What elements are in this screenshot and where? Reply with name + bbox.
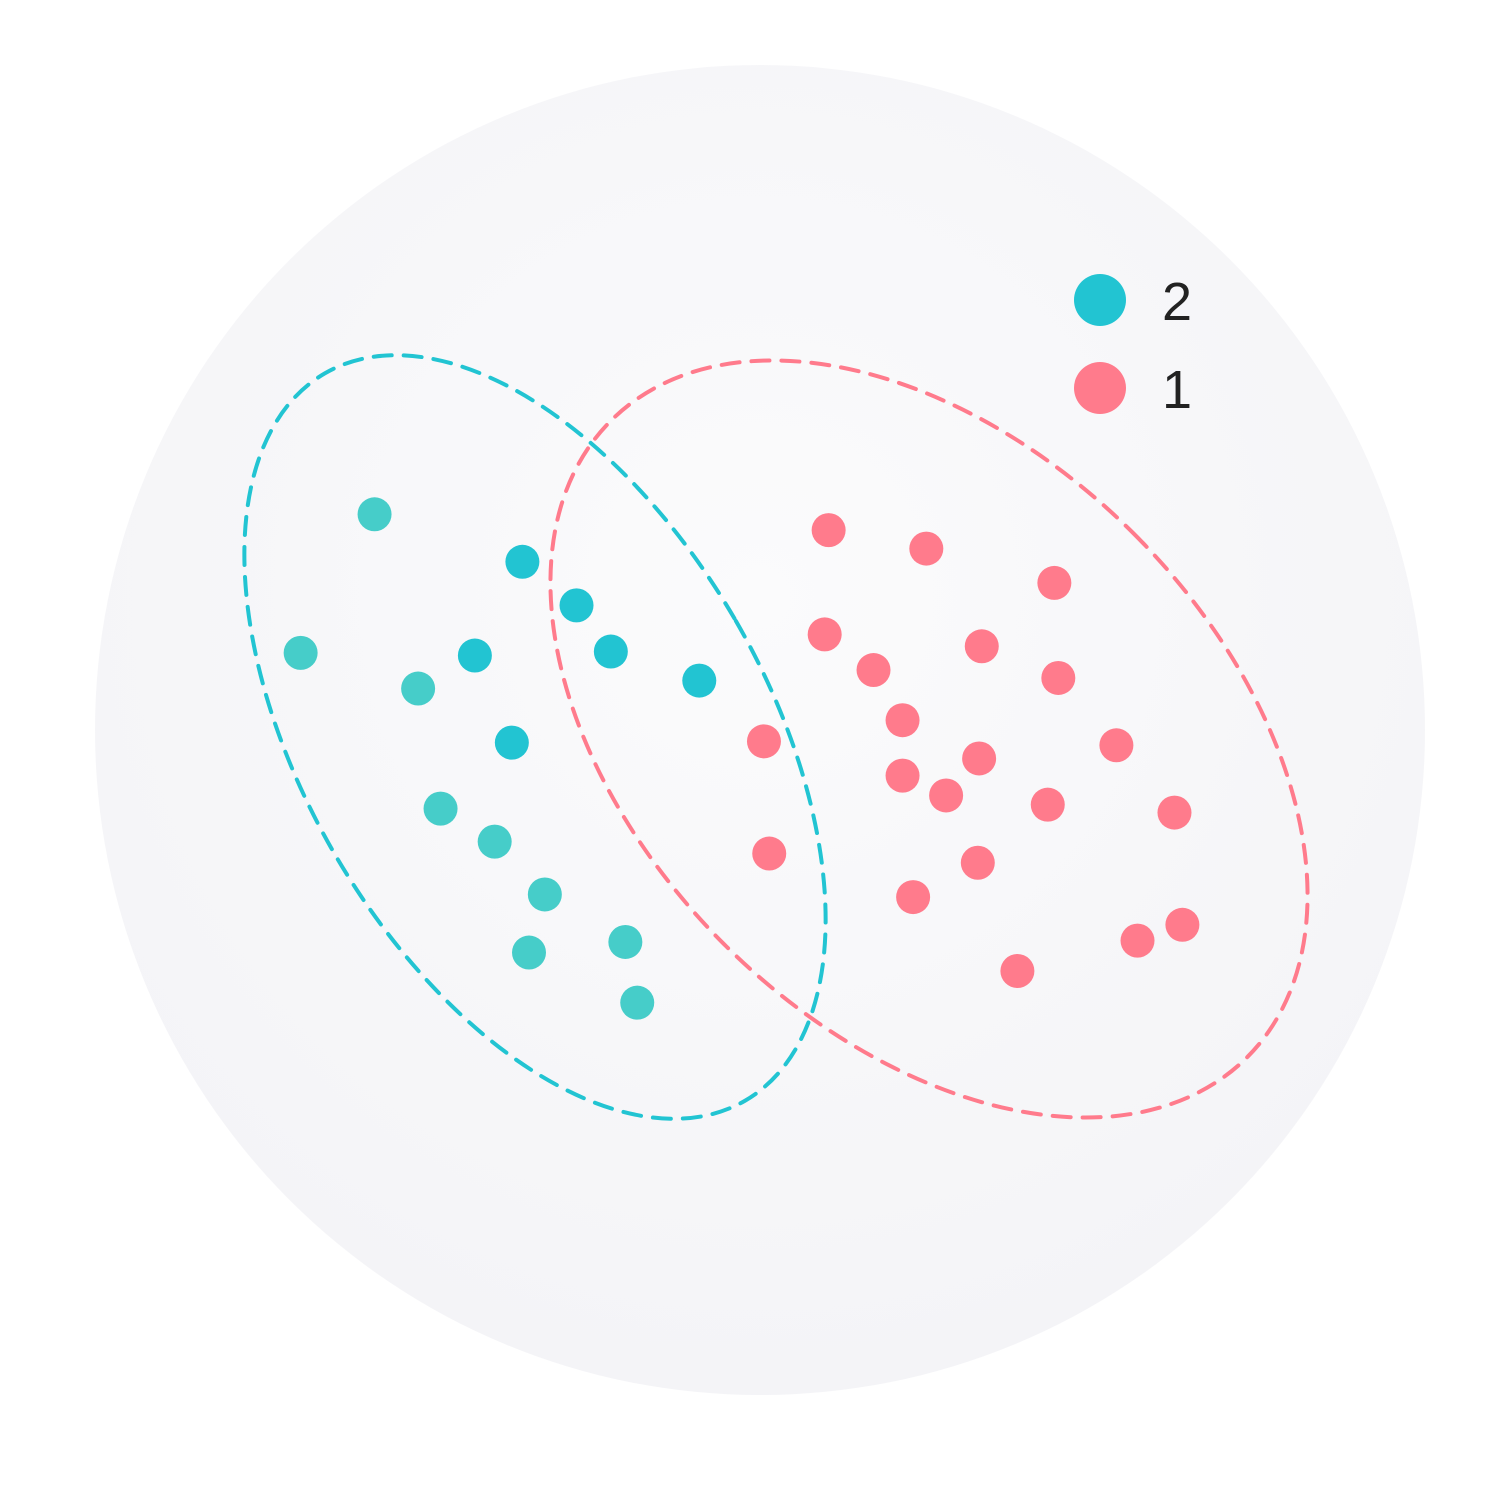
point-series-1-14 xyxy=(1157,795,1192,830)
point-series-1-10 xyxy=(1099,728,1134,763)
point-series-2-8 xyxy=(494,725,529,760)
point-series-2-5 xyxy=(593,634,628,669)
cluster-1-ellipse xyxy=(548,358,1310,1120)
points-layer xyxy=(283,497,1200,1020)
point-series-1-18 xyxy=(1165,907,1200,942)
point-series-1-6 xyxy=(1041,660,1076,695)
point-series-1-19 xyxy=(1120,923,1155,958)
legend-marker-1 xyxy=(1074,362,1126,414)
point-series-1-8 xyxy=(746,724,781,759)
point-series-2-14 xyxy=(620,985,655,1020)
legend: 2 1 xyxy=(1074,272,1192,420)
point-series-2-0 xyxy=(357,497,392,532)
point-series-1-15 xyxy=(752,836,787,871)
legend-label-1: 1 xyxy=(1162,360,1192,420)
point-series-1-12 xyxy=(929,778,964,813)
point-series-1-0 xyxy=(811,513,846,548)
cluster-2-ellipse xyxy=(242,353,828,1121)
point-series-2-6 xyxy=(401,671,436,706)
legend-marker-2 xyxy=(1074,274,1126,326)
point-series-2-10 xyxy=(477,824,512,859)
point-series-2-4 xyxy=(457,638,492,673)
legend-item-2: 2 xyxy=(1074,272,1192,332)
legend-item-1: 1 xyxy=(1074,360,1192,420)
point-series-2-13 xyxy=(608,924,643,959)
point-series-1-11 xyxy=(885,758,920,793)
point-series-2-12 xyxy=(512,935,546,970)
point-series-1-4 xyxy=(964,629,999,664)
point-series-1-3 xyxy=(807,617,842,652)
point-series-2-9 xyxy=(423,791,458,826)
point-series-1-9 xyxy=(962,741,997,776)
point-series-1-13 xyxy=(1030,787,1065,822)
point-series-2-7 xyxy=(682,663,717,698)
point-series-1-5 xyxy=(856,653,891,688)
point-series-1-1 xyxy=(909,531,944,566)
point-series-2-2 xyxy=(559,588,594,623)
point-series-2-11 xyxy=(527,877,562,912)
point-series-2-3 xyxy=(283,635,318,670)
point-series-1-20 xyxy=(1000,954,1035,988)
point-series-1-16 xyxy=(960,845,995,880)
point-series-1-7 xyxy=(885,703,920,738)
point-series-2-1 xyxy=(505,544,540,579)
point-series-1-17 xyxy=(896,880,931,915)
legend-label-2: 2 xyxy=(1162,272,1192,332)
point-series-1-2 xyxy=(1037,565,1072,600)
